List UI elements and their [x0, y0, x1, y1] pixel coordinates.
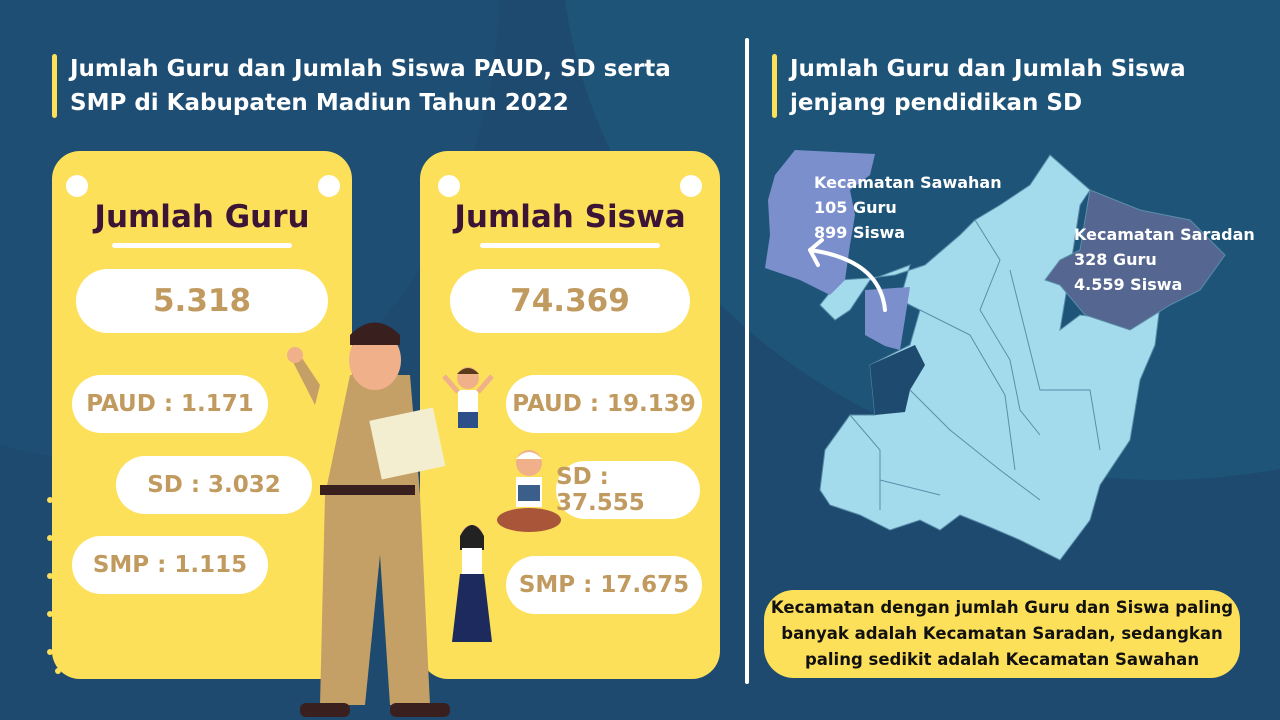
student-girl-illustration: [452, 525, 492, 642]
siswa-heading: Jumlah Siswa: [454, 199, 686, 235]
divider: [745, 38, 749, 684]
card-hole: [66, 175, 88, 197]
student-reading-illustration: [497, 450, 561, 532]
sawahan-siswa: 899 Siswa: [814, 223, 906, 242]
saradan-siswa: 4.559 Siswa: [1074, 275, 1183, 294]
siswa-smp: SMP : 17.675: [506, 556, 702, 614]
summary-box: Kecamatan dengan jumlah Guru dan Siswa p…: [764, 590, 1240, 678]
summary-text: Kecamatan dengan jumlah Guru dan Siswa p…: [770, 598, 1234, 669]
guru-card: Jumlah Guru 5.318 PAUD : 1.171 SD : 3.03…: [52, 151, 352, 679]
heading-underline: [112, 243, 292, 248]
card-hole: [680, 175, 702, 197]
right-title: Jumlah Guru dan Jumlah Siswa jenjang pen…: [772, 52, 1186, 120]
siswa-total: 74.369: [450, 269, 690, 333]
map-region-sawahan-south: [865, 287, 910, 350]
guru-paud: PAUD : 1.171: [72, 375, 268, 433]
arrow-icon: [808, 238, 887, 312]
left-title-line1: Jumlah Guru dan Jumlah Siswa PAUD, SD se…: [70, 56, 671, 82]
siswa-sd: SD : 37.555: [556, 461, 700, 519]
right-title-line2: jenjang pendidikan SD: [790, 90, 1083, 116]
teacher-illustration: [287, 322, 450, 717]
card-hole: [318, 175, 340, 197]
dot: [47, 497, 53, 503]
map-region-dark-gap: [870, 345, 925, 415]
heading-underline: [480, 243, 660, 248]
dot: [47, 649, 53, 655]
saradan-guru: 328 Guru: [1074, 250, 1157, 269]
guru-heading: Jumlah Guru: [94, 199, 310, 235]
dot: [47, 611, 53, 617]
guru-total: 5.318: [76, 269, 328, 333]
sawahan-label: Kecamatan Sawahan 105 Guru 899 Siswa: [814, 170, 1002, 245]
card-hole: [438, 175, 460, 197]
left-title-line2: SMP di Kabupaten Madiun Tahun 2022: [70, 90, 569, 116]
dot: [47, 573, 53, 579]
dot: [47, 535, 53, 541]
saradan-name: Kecamatan Saradan: [1074, 225, 1255, 244]
saradan-label: Kecamatan Saradan 328 Guru 4.559 Siswa: [1074, 222, 1255, 297]
sawahan-guru: 105 Guru: [814, 198, 897, 217]
student-boy-illustration: [442, 367, 494, 428]
map-region-saradan: [1044, 189, 1226, 331]
guru-sd: SD : 3.032: [116, 456, 312, 514]
siswa-paud: PAUD : 19.139: [506, 375, 702, 433]
right-title-line1: Jumlah Guru dan Jumlah Siswa: [790, 56, 1186, 82]
guru-smp: SMP : 1.115: [72, 536, 268, 594]
sawahan-name: Kecamatan Sawahan: [814, 173, 1002, 192]
madiun-map: [765, 150, 1226, 561]
left-title: Jumlah Guru dan Jumlah Siswa PAUD, SD se…: [52, 52, 671, 120]
